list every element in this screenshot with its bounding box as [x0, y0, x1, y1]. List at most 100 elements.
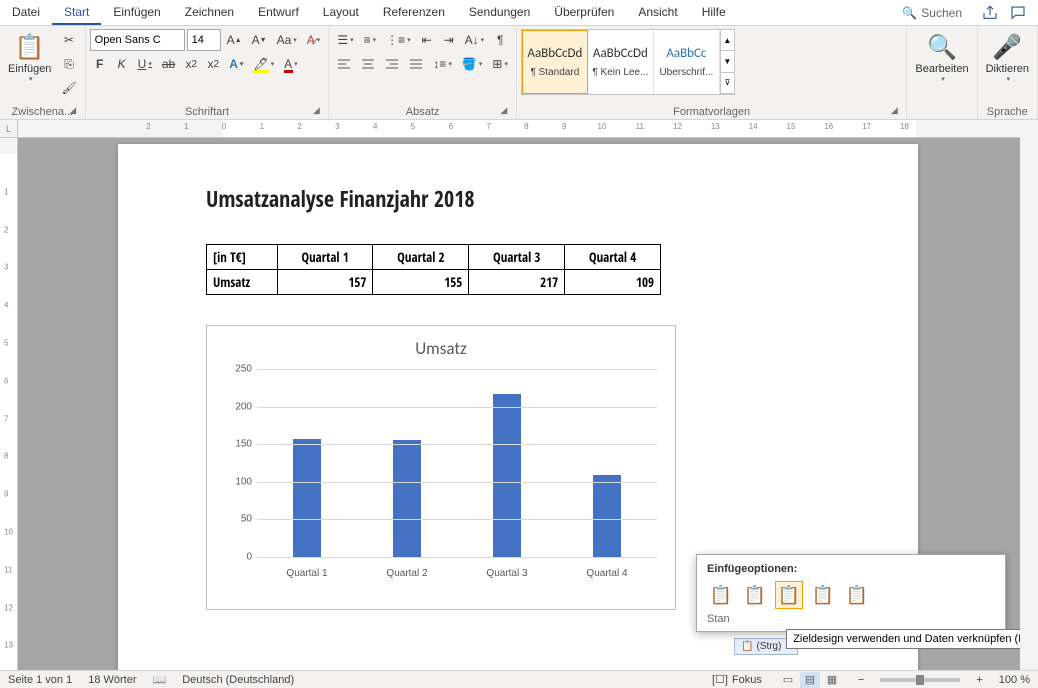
- web-layout-icon[interactable]: ▦: [822, 672, 842, 688]
- data-table: [in T€] Quartal 1 Quartal 2 Quartal 3 Qu…: [206, 244, 661, 295]
- menu-bar: DateiStartEinfügenZeichnenEntwurfLayoutR…: [0, 0, 1038, 26]
- sort-button[interactable]: A↓: [461, 29, 489, 51]
- paste-button[interactable]: 📋 Einfügen: [4, 29, 55, 85]
- font-size-input[interactable]: [187, 29, 221, 51]
- status-page[interactable]: Seite 1 von 1: [8, 674, 72, 686]
- style-scroll-down[interactable]: ▼: [721, 51, 734, 72]
- superscript-button[interactable]: x2: [203, 53, 223, 75]
- styles-dialog-launcher[interactable]: ◢: [888, 105, 900, 117]
- tab-sendungen[interactable]: Sendungen: [457, 0, 542, 25]
- chart[interactable]: Umsatz Quartal 1Quartal 2Quartal 3Quarta…: [206, 325, 676, 610]
- tab-entwurf[interactable]: Entwurf: [246, 0, 311, 25]
- paragraph-dialog-launcher[interactable]: ◢: [498, 105, 510, 117]
- multilevel-list-button[interactable]: ⋮≡: [382, 29, 415, 51]
- font-dialog-launcher[interactable]: ◢: [310, 105, 322, 117]
- paste-option-tooltip: Zieldesign verwenden und Daten verknüpfe…: [786, 629, 1020, 649]
- zoom-slider[interactable]: [880, 678, 960, 682]
- bullets-button[interactable]: ☰: [333, 29, 357, 51]
- text-effects-button[interactable]: A: [225, 53, 247, 75]
- read-mode-icon[interactable]: ▭: [778, 672, 798, 688]
- strikethrough-button[interactable]: ab: [158, 53, 179, 75]
- zoom-level[interactable]: 100 %: [999, 674, 1030, 686]
- status-bar: Seite 1 von 1 18 Wörter 📖 Deutsch (Deuts…: [0, 670, 1038, 688]
- vertical-ruler[interactable]: 1234567891011121314: [0, 138, 18, 670]
- document-title: Umsatzanalyse Finanzjahr 2018: [206, 184, 830, 214]
- style-item[interactable]: AaBbCcDd¶ Standard: [522, 30, 588, 94]
- paste-options-popup: Einfügeoptionen: 📋 📋 📋 📋 📋 Stan Zieldesi…: [696, 554, 1006, 632]
- tab-einfügen[interactable]: Einfügen: [101, 0, 172, 25]
- increase-indent-button[interactable]: ⇥: [439, 29, 459, 51]
- focus-mode-button[interactable]: [☐] Fokus: [712, 673, 762, 686]
- chart-bar: [393, 440, 421, 557]
- align-center-button[interactable]: [357, 53, 379, 75]
- change-case-button[interactable]: Aa: [273, 29, 301, 51]
- paste-option-4[interactable]: 📋: [809, 581, 837, 609]
- chart-bar: [293, 439, 321, 557]
- shrink-font-button[interactable]: A▼: [248, 29, 271, 51]
- underline-button[interactable]: U: [134, 53, 156, 75]
- share-icon[interactable]: [980, 3, 1000, 23]
- tell-me-search[interactable]: 🔍 Suchen: [894, 0, 970, 25]
- group-styles: AaBbCcDd¶ StandardAaBbCcDd¶ Kein Lee...A…: [517, 26, 907, 119]
- document-area: Umsatzanalyse Finanzjahr 2018 [in T€] Qu…: [18, 138, 1020, 670]
- copy-button[interactable]: ⎘: [57, 53, 80, 75]
- line-spacing-button[interactable]: ↕≡: [429, 53, 456, 75]
- font-color-button[interactable]: A: [280, 53, 302, 75]
- paste-option-2[interactable]: 📋: [741, 581, 769, 609]
- align-left-button[interactable]: [333, 53, 355, 75]
- tab-referenzen[interactable]: Referenzen: [371, 0, 457, 25]
- zoom-in-button[interactable]: +: [976, 674, 982, 686]
- status-proofing-icon[interactable]: 📖: [153, 673, 167, 686]
- cut-button[interactable]: ✂: [57, 29, 80, 51]
- bold-button[interactable]: F: [90, 53, 110, 75]
- borders-button[interactable]: ⊞: [488, 53, 512, 75]
- italic-button[interactable]: K: [112, 53, 132, 75]
- decrease-indent-button[interactable]: ⇤: [417, 29, 437, 51]
- editing-button[interactable]: 🔍 Bearbeiten: [911, 29, 972, 85]
- style-scroll-up[interactable]: ▲: [721, 30, 734, 51]
- group-editing: 🔍 Bearbeiten: [907, 26, 977, 119]
- subscript-button[interactable]: x2: [181, 53, 201, 75]
- clipboard-dialog-launcher[interactable]: ◢: [67, 105, 79, 117]
- highlight-button[interactable]: 🖊: [249, 53, 278, 75]
- chart-bar: [593, 475, 621, 557]
- paste-option-3[interactable]: 📋: [775, 581, 803, 609]
- tab-layout[interactable]: Layout: [311, 0, 371, 25]
- tab-überprüfen[interactable]: Überprüfen: [542, 0, 626, 25]
- tab-ansicht[interactable]: Ansicht: [626, 0, 689, 25]
- group-voice: 🎤 Diktieren Sprache: [978, 26, 1038, 119]
- style-item[interactable]: AaBbCcÜberschrif...: [654, 30, 720, 94]
- justify-button[interactable]: [405, 53, 427, 75]
- group-paragraph: ☰ ≡ ⋮≡ ⇤ ⇥ A↓ ¶: [329, 26, 517, 119]
- dictate-button[interactable]: 🎤 Diktieren: [982, 29, 1033, 85]
- align-right-button[interactable]: [381, 53, 403, 75]
- shading-button[interactable]: 🪣: [458, 53, 486, 75]
- format-painter-button[interactable]: 🖌: [57, 77, 80, 99]
- print-layout-icon[interactable]: ▤: [800, 672, 820, 688]
- tab-start[interactable]: Start: [52, 0, 101, 25]
- status-words[interactable]: 18 Wörter: [88, 674, 136, 686]
- zoom-out-button[interactable]: −: [858, 674, 864, 686]
- group-clipboard: 📋 Einfügen ✂ ⎘ 🖌 Zwischena...◢: [0, 26, 86, 119]
- grow-font-button[interactable]: A▲: [223, 29, 246, 51]
- clear-formatting-button[interactable]: A̷: [303, 29, 325, 51]
- paste-option-5[interactable]: 📋: [843, 581, 871, 609]
- style-scroll-more[interactable]: ⊽: [721, 73, 734, 94]
- group-font: A▲ A▼ Aa A̷ F K U ab x2 x2 A 🖊 A Sch: [86, 26, 330, 119]
- comments-icon[interactable]: [1008, 3, 1028, 23]
- tab-hilfe[interactable]: Hilfe: [690, 0, 738, 25]
- status-language[interactable]: Deutsch (Deutschland): [182, 674, 294, 686]
- paste-option-1[interactable]: 📋: [707, 581, 735, 609]
- horizontal-ruler[interactable]: 210123456789101112131415161718: [18, 120, 1020, 138]
- style-gallery[interactable]: AaBbCcDd¶ StandardAaBbCcDd¶ Kein Lee...A…: [521, 29, 735, 95]
- tab-zeichnen[interactable]: Zeichnen: [173, 0, 246, 25]
- chart-bar: [493, 394, 521, 557]
- font-name-input[interactable]: [90, 29, 185, 51]
- show-marks-button[interactable]: ¶: [490, 29, 510, 51]
- style-item[interactable]: AaBbCcDd¶ Kein Lee...: [588, 30, 654, 94]
- ribbon: 📋 Einfügen ✂ ⎘ 🖌 Zwischena...◢ A▲ A▼ Aa …: [0, 26, 1038, 120]
- chart-title: Umsatz: [225, 338, 657, 359]
- tab-datei[interactable]: Datei: [0, 0, 52, 25]
- ruler-corner: L: [0, 120, 18, 138]
- numbering-button[interactable]: ≡: [360, 29, 381, 51]
